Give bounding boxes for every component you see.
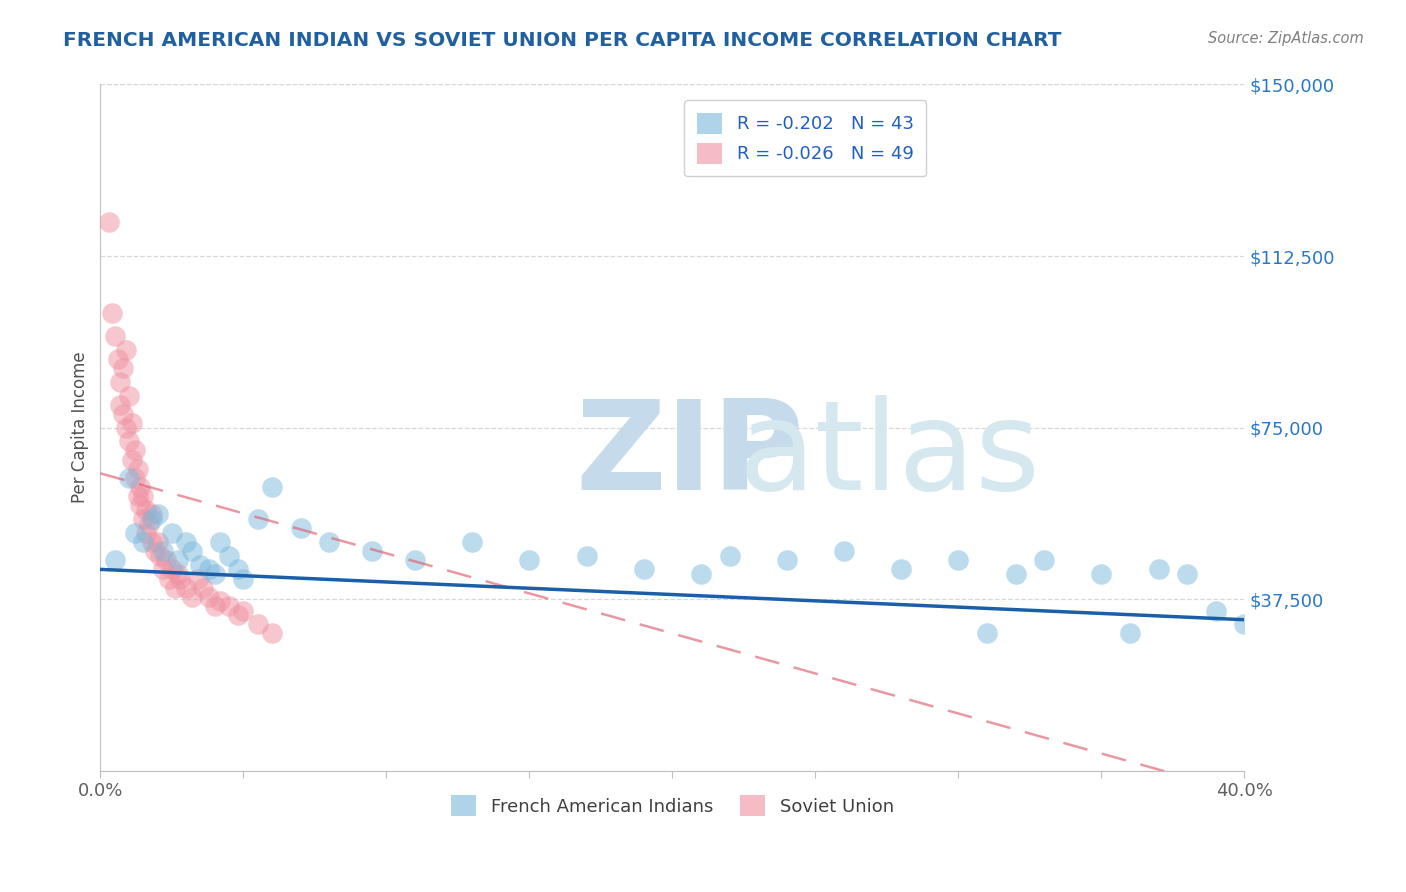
- Point: [1205, 603, 1227, 617]
- Point: [633, 562, 655, 576]
- Point: [118, 434, 141, 449]
- Point: [832, 544, 855, 558]
- Point: [166, 566, 188, 581]
- Point: [1004, 566, 1026, 581]
- Point: [132, 512, 155, 526]
- Point: [174, 535, 197, 549]
- Point: [135, 503, 157, 517]
- Point: [152, 544, 174, 558]
- Point: [180, 544, 202, 558]
- Point: [121, 452, 143, 467]
- Text: atlas: atlas: [738, 394, 1040, 516]
- Point: [1090, 566, 1112, 581]
- Point: [1119, 626, 1142, 640]
- Point: [129, 480, 152, 494]
- Legend: French American Indians, Soviet Union: French American Indians, Soviet Union: [444, 789, 901, 823]
- Point: [776, 553, 799, 567]
- Point: [232, 572, 254, 586]
- Point: [976, 626, 998, 640]
- Point: [118, 388, 141, 402]
- Point: [149, 549, 172, 563]
- Point: [180, 590, 202, 604]
- Point: [232, 603, 254, 617]
- Point: [152, 562, 174, 576]
- Point: [160, 525, 183, 540]
- Y-axis label: Per Capita Income: Per Capita Income: [72, 351, 89, 503]
- Point: [132, 489, 155, 503]
- Point: [115, 343, 138, 357]
- Point: [1175, 566, 1198, 581]
- Point: [141, 535, 163, 549]
- Point: [101, 306, 124, 320]
- Point: [575, 549, 598, 563]
- Point: [112, 407, 135, 421]
- Point: [246, 512, 269, 526]
- Point: [112, 361, 135, 376]
- Point: [190, 558, 212, 572]
- Point: [141, 512, 163, 526]
- Point: [107, 351, 129, 366]
- Point: [127, 461, 149, 475]
- Text: FRENCH AMERICAN INDIAN VS SOVIET UNION PER CAPITA INCOME CORRELATION CHART: FRENCH AMERICAN INDIAN VS SOVIET UNION P…: [63, 31, 1062, 50]
- Point: [132, 535, 155, 549]
- Point: [361, 544, 384, 558]
- Point: [1147, 562, 1170, 576]
- Point: [260, 480, 283, 494]
- Point: [404, 553, 426, 567]
- Point: [104, 329, 127, 343]
- Point: [110, 375, 132, 389]
- Point: [198, 590, 221, 604]
- Text: Source: ZipAtlas.com: Source: ZipAtlas.com: [1208, 31, 1364, 46]
- Point: [198, 562, 221, 576]
- Point: [104, 553, 127, 567]
- Point: [218, 599, 240, 613]
- Point: [187, 572, 209, 586]
- Point: [204, 566, 226, 581]
- Point: [174, 581, 197, 595]
- Point: [260, 626, 283, 640]
- Point: [157, 572, 180, 586]
- Point: [193, 581, 215, 595]
- Point: [226, 608, 249, 623]
- Point: [461, 535, 484, 549]
- Point: [155, 553, 177, 567]
- Point: [124, 525, 146, 540]
- Point: [948, 553, 970, 567]
- Point: [204, 599, 226, 613]
- Point: [129, 499, 152, 513]
- Point: [318, 535, 340, 549]
- Point: [97, 215, 120, 229]
- Point: [138, 516, 160, 531]
- Point: [218, 549, 240, 563]
- Point: [135, 525, 157, 540]
- Point: [146, 508, 169, 522]
- Point: [169, 572, 191, 586]
- Point: [115, 420, 138, 434]
- Point: [166, 553, 188, 567]
- Point: [160, 562, 183, 576]
- Point: [519, 553, 541, 567]
- Point: [141, 508, 163, 522]
- Point: [127, 489, 149, 503]
- Point: [209, 594, 232, 608]
- Point: [124, 443, 146, 458]
- Point: [163, 581, 186, 595]
- Point: [146, 535, 169, 549]
- Point: [226, 562, 249, 576]
- Point: [890, 562, 912, 576]
- Point: [246, 617, 269, 632]
- Point: [1033, 553, 1056, 567]
- Point: [124, 471, 146, 485]
- Point: [718, 549, 741, 563]
- Point: [121, 416, 143, 430]
- Text: ZIP: ZIP: [575, 394, 804, 516]
- Point: [110, 398, 132, 412]
- Point: [209, 535, 232, 549]
- Point: [690, 566, 713, 581]
- Point: [290, 521, 312, 535]
- Point: [118, 471, 141, 485]
- Point: [143, 544, 166, 558]
- Point: [1233, 617, 1256, 632]
